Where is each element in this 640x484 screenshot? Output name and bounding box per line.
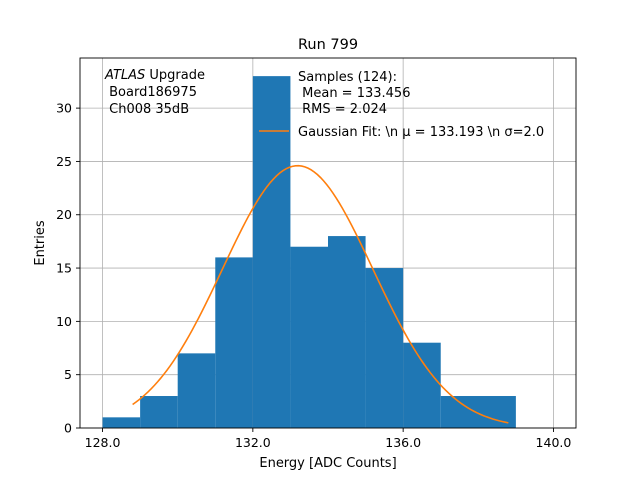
y-tick-label: 25: [56, 154, 72, 169]
legend-samples-rms: RMS = 2.024: [298, 102, 387, 117]
x-tick-label: 136.0: [385, 435, 421, 450]
board-label: Board186975: [105, 85, 197, 100]
legend-samples-title: Samples (124):: [298, 70, 397, 85]
y-tick-label: 10: [56, 314, 72, 329]
atlas-annotation: ATLAS Upgrade Board186975 Ch008 35dB: [104, 68, 205, 117]
histogram-bar: [328, 236, 366, 428]
histogram-bar: [140, 396, 178, 428]
y-tick-label: 5: [64, 367, 72, 382]
gaussian-fit-curve: [132, 164, 509, 424]
histogram-bars: [102, 76, 516, 428]
x-tick-label: 132.0: [235, 435, 271, 450]
x-axis-label: Energy [ADC Counts]: [259, 456, 396, 471]
legend: Samples (124): Mean = 133.456 RMS = 2.02…: [259, 70, 544, 140]
axes-frame: [79, 57, 577, 429]
y-tick-label: 30: [56, 101, 72, 116]
channel-label: Ch008 35dB: [105, 102, 189, 117]
x-tick-label: 128.0: [85, 435, 121, 450]
y-axis-ticks: 0 5 10 15 20 25 30: [56, 101, 80, 436]
histogram-bar: [177, 353, 216, 428]
histogram-bar: [403, 342, 441, 428]
y-axis-label: Entries: [33, 220, 48, 266]
x-axis-ticks: 128.0 132.0 136.0 140.0: [85, 428, 572, 450]
y-tick-label: 15: [56, 261, 72, 276]
atlas-label: ATLAS Upgrade: [104, 68, 205, 83]
legend-fit-label: Gaussian Fit: \n μ = 133.193 \n σ=2.0: [298, 125, 544, 140]
y-tick-label: 20: [56, 207, 72, 222]
x-tick-label: 140.0: [536, 435, 572, 450]
legend-samples-mean: Mean = 133.456: [298, 86, 410, 101]
histogram-bar: [252, 76, 291, 428]
histogram-bar: [290, 246, 328, 428]
y-tick-label: 0: [64, 421, 72, 436]
histogram-bar: [215, 257, 253, 428]
histogram-bar: [440, 396, 516, 428]
histogram-bar: [102, 417, 141, 428]
chart-title: Run 799: [298, 37, 358, 53]
